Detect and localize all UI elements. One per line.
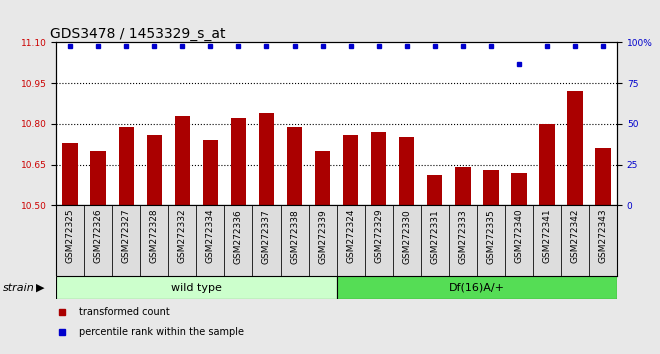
Text: GSM272331: GSM272331 bbox=[430, 209, 440, 264]
Text: GSM272333: GSM272333 bbox=[458, 209, 467, 264]
Bar bbox=[449, 205, 477, 276]
Bar bbox=[280, 205, 309, 276]
Bar bbox=[568, 91, 583, 205]
Bar bbox=[589, 205, 617, 276]
Text: GSM272327: GSM272327 bbox=[121, 209, 131, 263]
Bar bbox=[421, 205, 449, 276]
Bar bbox=[505, 205, 533, 276]
Text: GSM272329: GSM272329 bbox=[374, 209, 383, 263]
Text: GSM272338: GSM272338 bbox=[290, 209, 299, 264]
Bar bbox=[393, 205, 421, 276]
Bar bbox=[595, 148, 611, 205]
Text: GSM272343: GSM272343 bbox=[599, 209, 608, 263]
Bar bbox=[483, 170, 498, 205]
Text: wild type: wild type bbox=[171, 282, 222, 293]
Bar bbox=[56, 276, 337, 299]
Bar bbox=[533, 205, 561, 276]
Bar bbox=[175, 116, 190, 205]
Text: GSM272340: GSM272340 bbox=[514, 209, 523, 263]
Bar bbox=[512, 173, 527, 205]
Bar bbox=[309, 205, 337, 276]
Bar bbox=[252, 205, 280, 276]
Text: Df(16)A/+: Df(16)A/+ bbox=[449, 282, 505, 293]
Bar bbox=[168, 205, 197, 276]
Bar bbox=[203, 140, 218, 205]
Bar bbox=[343, 135, 358, 205]
Bar bbox=[337, 276, 617, 299]
Bar bbox=[365, 205, 393, 276]
Text: ▶: ▶ bbox=[36, 282, 45, 293]
Text: GSM272335: GSM272335 bbox=[486, 209, 496, 264]
Text: GSM272334: GSM272334 bbox=[206, 209, 215, 263]
Bar bbox=[561, 205, 589, 276]
Text: GSM272341: GSM272341 bbox=[543, 209, 552, 263]
Bar bbox=[90, 151, 106, 205]
Text: GSM272337: GSM272337 bbox=[262, 209, 271, 264]
Text: GSM272336: GSM272336 bbox=[234, 209, 243, 264]
Bar bbox=[337, 205, 365, 276]
Text: GSM272330: GSM272330 bbox=[402, 209, 411, 264]
Bar bbox=[112, 205, 140, 276]
Bar bbox=[427, 176, 442, 205]
Bar bbox=[399, 137, 414, 205]
Bar bbox=[259, 113, 274, 205]
Bar bbox=[140, 205, 168, 276]
Text: GSM272342: GSM272342 bbox=[570, 209, 579, 263]
Text: GSM272332: GSM272332 bbox=[178, 209, 187, 263]
Bar bbox=[315, 151, 330, 205]
Bar bbox=[455, 167, 471, 205]
Bar bbox=[224, 205, 252, 276]
Text: GSM272326: GSM272326 bbox=[94, 209, 103, 263]
Bar bbox=[84, 205, 112, 276]
Bar bbox=[287, 127, 302, 205]
Bar bbox=[371, 132, 386, 205]
Bar bbox=[477, 205, 505, 276]
Text: GSM272339: GSM272339 bbox=[318, 209, 327, 264]
Bar bbox=[119, 127, 134, 205]
Text: GSM272328: GSM272328 bbox=[150, 209, 159, 263]
Bar bbox=[197, 205, 224, 276]
Bar bbox=[539, 124, 554, 205]
Bar bbox=[63, 143, 78, 205]
Text: percentile rank within the sample: percentile rank within the sample bbox=[79, 327, 244, 337]
Bar bbox=[56, 205, 84, 276]
Bar bbox=[231, 119, 246, 205]
Text: GDS3478 / 1453329_s_at: GDS3478 / 1453329_s_at bbox=[50, 28, 226, 41]
Text: GSM272324: GSM272324 bbox=[346, 209, 355, 263]
Text: transformed count: transformed count bbox=[79, 307, 169, 318]
Bar bbox=[147, 135, 162, 205]
Text: strain: strain bbox=[3, 282, 34, 293]
Text: GSM272325: GSM272325 bbox=[65, 209, 75, 263]
